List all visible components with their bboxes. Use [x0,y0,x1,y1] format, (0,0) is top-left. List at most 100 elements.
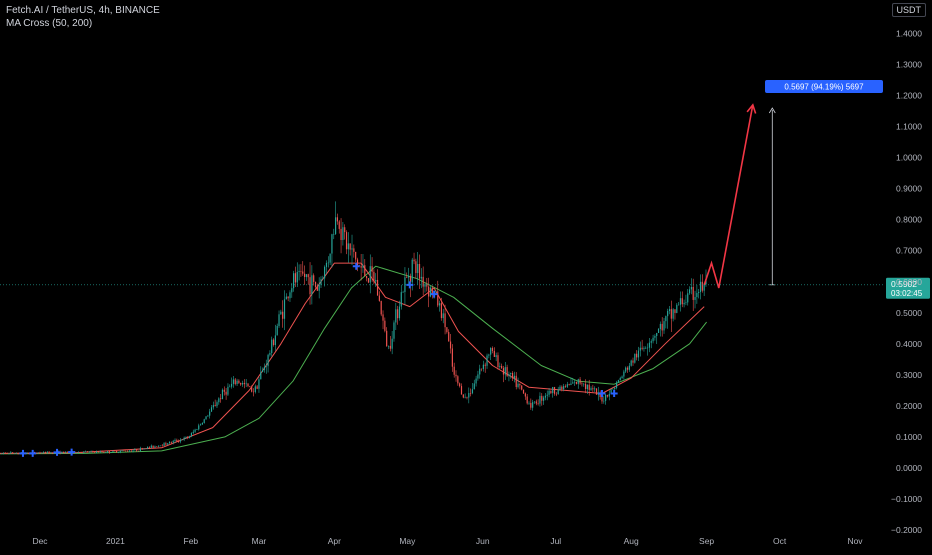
candle-body [118,452,119,453]
candle-body [298,271,299,272]
candle-body [226,392,227,395]
candle-body [100,451,101,452]
candle-body [149,447,150,448]
candle-body [492,348,493,351]
candle-body [260,372,261,379]
candle-body [244,383,245,384]
candle-body [696,293,697,297]
candle-body [362,265,363,268]
y-tick-label: 0.8000 [896,215,922,225]
candle-body [381,301,382,315]
candle-body [521,385,522,389]
currency-button[interactable]: USDT [892,3,927,17]
symbol-title[interactable]: Fetch.AI / TetherUS, 4h, BINANCE [6,4,160,17]
candle-body [273,340,274,345]
candle-body [625,368,626,372]
y-tick-label: 0.9000 [896,184,922,194]
candle-body [636,354,637,358]
candle-body [512,373,513,378]
candle-body [43,452,44,453]
candle-body [49,452,50,453]
candle-body [612,389,613,390]
candle-body [322,278,323,279]
candle-body [556,394,557,395]
candle-body [663,321,664,330]
candle-body [702,282,703,291]
candle-body [543,398,544,401]
candle-body [185,437,186,438]
candle-body [267,355,268,366]
candle-body [691,287,692,289]
price-axis[interactable]: 1.40001.30001.20001.10001.00000.90000.80… [891,29,922,535]
candle-body [475,379,476,384]
candle-body [220,398,221,399]
candle-body [173,441,174,443]
candle-body [286,297,287,300]
candle-body [514,376,515,379]
candle-body [587,385,588,389]
candle-body [275,335,276,345]
candle-body [288,297,289,299]
candle-body [620,378,621,380]
candle-body [151,446,152,448]
candle-body [193,432,194,433]
candle-body [269,353,270,355]
x-tick-label: May [399,536,416,546]
candle-body [528,403,529,404]
candle-body [450,342,451,349]
candle-body [532,402,533,408]
candle-body [67,452,68,453]
candle-body [497,355,498,367]
y-tick-label: −0.2000 [891,525,922,535]
candle-body [567,384,568,386]
candle-body [96,452,97,453]
candle-body [536,402,537,404]
x-tick-label: Jun [476,536,490,546]
candle-body [348,243,349,249]
candle-body [253,392,254,393]
projection-line [704,105,753,288]
y-tick-label: −0.1000 [891,494,922,504]
candle-body [136,449,137,451]
candle-body [618,380,619,382]
candle-body [39,453,40,454]
candle-body [428,287,429,297]
y-tick-label: 0.7000 [896,246,922,256]
candle-body [205,416,206,419]
candle-body [167,443,168,444]
candle-body [353,248,354,252]
candle-body [114,451,115,452]
candle-body [8,453,9,454]
y-tick-label: 1.2000 [896,91,922,101]
candle-body [145,449,146,450]
candle-body [41,453,42,454]
ma-200-line [0,266,707,454]
candle-body [131,451,132,452]
candle-body [344,227,345,232]
candle-body [215,405,216,406]
candle-body [257,386,258,388]
candle-body [242,383,243,384]
candle-body [603,401,604,402]
candle-body [27,453,28,454]
candle-body [698,292,699,293]
candle-body [441,303,442,318]
candle-body [187,437,188,438]
candle-body [406,277,407,278]
candle-body [589,385,590,390]
candle-body [490,348,491,355]
candle-body [494,351,495,357]
candle-body [658,329,659,333]
candle-body [430,288,431,297]
candle-body [339,221,340,228]
indicator-title[interactable]: MA Cross (50, 200) [6,17,160,30]
candle-body [413,260,414,262]
candle-body [184,438,185,440]
candle-body [194,430,195,432]
candle-body [308,274,309,277]
candle-body [211,407,212,411]
candle-body [519,384,520,386]
